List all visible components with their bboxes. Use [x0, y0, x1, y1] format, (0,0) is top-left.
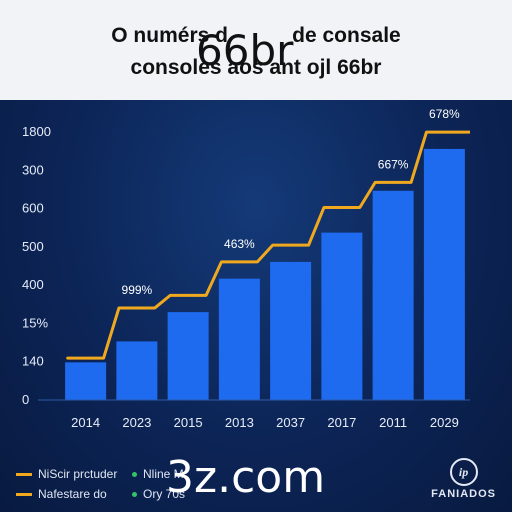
y-tick-label: 1800 [22, 124, 51, 139]
legend-label: NiScir prctuder [38, 467, 118, 481]
data-label: 999% [122, 283, 153, 297]
title-band [0, 0, 512, 100]
legend-swatch [16, 472, 32, 476]
overlay-text-bottom: 3z.com [166, 452, 326, 503]
x-tick-label: 2017 [327, 415, 356, 430]
data-label: 463% [224, 237, 255, 251]
y-tick-label: 400 [22, 277, 44, 292]
x-tick-label: 2029 [430, 415, 459, 430]
brand-name: FANIADOS [431, 488, 496, 500]
y-tick-label: 15% [22, 315, 48, 330]
data-label: 667% [378, 157, 409, 171]
y-tick-label: 600 [22, 201, 44, 216]
legend-label: Nline M [143, 467, 184, 481]
legend-dot [132, 471, 137, 477]
legend-dot [132, 491, 137, 497]
chart-title-line-1: O numérs d de consale [111, 24, 401, 47]
legend-swatch [16, 492, 32, 496]
bar [218, 278, 260, 400]
bar [65, 362, 107, 400]
y-tick-label: 0 [22, 392, 29, 407]
brand-logo-icon: ip [449, 458, 478, 486]
bar [372, 190, 414, 400]
bar [270, 261, 312, 400]
y-tick-label: 500 [22, 239, 44, 254]
bar [321, 232, 363, 400]
series-line [66, 130, 470, 360]
bar [167, 312, 209, 400]
overlay-text-top: 66br [196, 26, 294, 75]
legend-item: Nafestare do [16, 484, 117, 504]
x-tick-label: 2015 [174, 415, 203, 430]
legend-dots: Nline M Ory 70s [132, 464, 185, 504]
legend-label: Ory 70s [143, 487, 186, 501]
legend-item: Nline M [132, 464, 185, 484]
brand: ip FANIADOS [431, 458, 496, 500]
x-tick-label: 2011 [379, 415, 407, 430]
x-tick-label: 2037 [276, 415, 305, 430]
bar [423, 148, 465, 400]
y-tick-label: 300 [22, 162, 44, 177]
y-tick-label: 140 [22, 354, 44, 369]
x-tick-label: 2023 [122, 415, 151, 430]
bar [116, 341, 158, 400]
legend-lines: NiScir prctuder Nafestare do [16, 464, 117, 504]
chart-title-line-2: consoles aos ant ojl 66br [130, 56, 382, 79]
x-tick-label: 2013 [225, 415, 254, 430]
data-label: 678% [429, 107, 460, 121]
x-tick-label: 2014 [71, 415, 100, 430]
legend-item: NiScir prctuder [16, 464, 117, 484]
legend-item: Ory 70s [132, 484, 185, 504]
legend-label: Nafestare do [38, 487, 107, 501]
